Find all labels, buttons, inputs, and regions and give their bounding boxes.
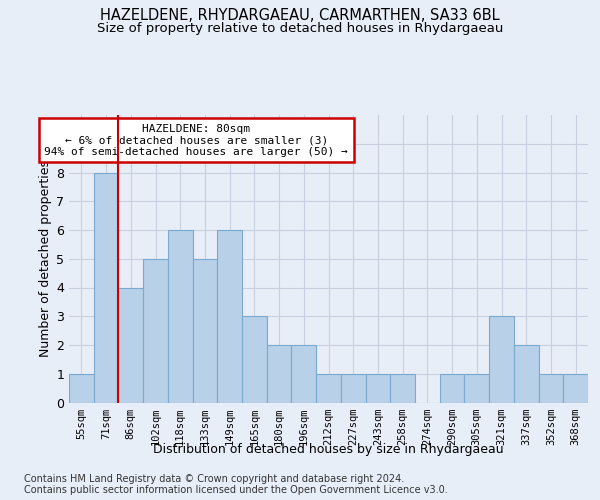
Text: HAZELDENE, RHYDARGAEAU, CARMARTHEN, SA33 6BL: HAZELDENE, RHYDARGAEAU, CARMARTHEN, SA33…: [100, 8, 500, 22]
Text: Distribution of detached houses by size in Rhydargaeau: Distribution of detached houses by size …: [154, 442, 504, 456]
Bar: [118, 288, 143, 403]
Text: HAZELDENE: 80sqm
← 6% of detached houses are smaller (3)
94% of semi-detached ho: HAZELDENE: 80sqm ← 6% of detached houses…: [44, 124, 348, 157]
Text: Size of property relative to detached houses in Rhydargaeau: Size of property relative to detached ho…: [97, 22, 503, 35]
Bar: [316, 374, 341, 402]
Bar: [267, 345, 292, 403]
Bar: [69, 374, 94, 402]
Bar: [563, 374, 588, 402]
Bar: [94, 172, 118, 402]
Bar: [390, 374, 415, 402]
Text: Contains HM Land Registry data © Crown copyright and database right 2024.: Contains HM Land Registry data © Crown c…: [24, 474, 404, 484]
Bar: [440, 374, 464, 402]
Y-axis label: Number of detached properties: Number of detached properties: [39, 160, 52, 357]
Bar: [168, 230, 193, 402]
Bar: [217, 230, 242, 402]
Bar: [341, 374, 365, 402]
Bar: [242, 316, 267, 402]
Bar: [489, 316, 514, 402]
Bar: [143, 259, 168, 402]
Bar: [365, 374, 390, 402]
Bar: [464, 374, 489, 402]
Text: Contains public sector information licensed under the Open Government Licence v3: Contains public sector information licen…: [24, 485, 448, 495]
Bar: [193, 259, 217, 402]
Bar: [514, 345, 539, 403]
Bar: [292, 345, 316, 403]
Bar: [539, 374, 563, 402]
